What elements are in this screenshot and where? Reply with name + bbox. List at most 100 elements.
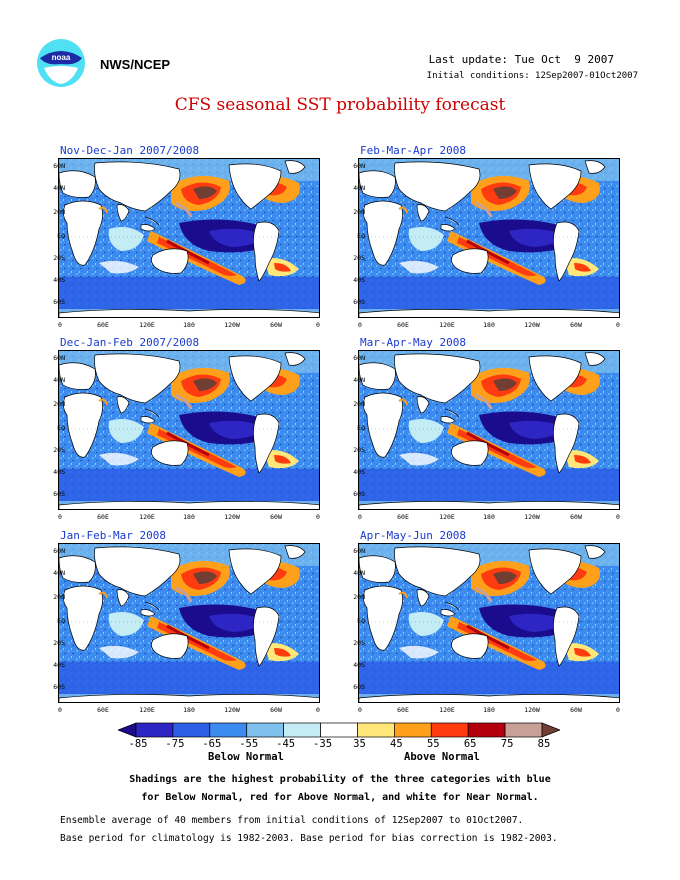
lat-tick-label: 60N [53, 162, 65, 170]
lat-tick-label: 60S [353, 490, 365, 498]
below-normal-label: Below Normal [208, 751, 284, 763]
colorbar-segment [118, 722, 137, 738]
colorbar-tick-label: -65 [202, 738, 222, 750]
lon-tick-label: 120E [439, 706, 455, 714]
lon-tick-label: 0 [616, 321, 620, 329]
lon-tick-label: 0 [316, 513, 320, 521]
lon-tick-label: 0 [58, 706, 62, 714]
panel-title: Mar-Apr-May 2008 [360, 336, 466, 349]
lon-tick-label: 180 [483, 513, 495, 521]
lon-tick-label: 120W [224, 706, 240, 714]
lon-tick-label: 60E [97, 706, 109, 714]
lat-tick-label: 20S [53, 254, 65, 262]
page-title: CFS seasonal SST probability forecast [174, 95, 506, 115]
lon-tick-label: 60W [570, 706, 582, 714]
lat-tick-label: 60N [353, 162, 365, 170]
lon-tick-label: 60W [570, 513, 582, 521]
lat-tick-label: 20S [53, 446, 65, 454]
lon-tick-label: 0 [58, 321, 62, 329]
lat-tick-label: 60N [353, 354, 365, 362]
panel-title: Nov-Dec-Jan 2007/2008 [60, 144, 200, 157]
lat-tick-label: 60N [353, 547, 365, 555]
colorbar-tick-label: 45 [390, 738, 403, 750]
panel-title: Feb-Mar-Apr 2008 [360, 144, 466, 157]
colorbar-segment [394, 722, 432, 738]
sst-map [358, 158, 620, 318]
colorbar-tick-label: -45 [276, 738, 296, 750]
lon-tick-label: 120E [139, 706, 155, 714]
lon-tick-label: 120E [439, 513, 455, 521]
sst-map [58, 543, 320, 703]
colorbar-tick-label: 55 [426, 738, 440, 750]
lon-tick-label: 0 [616, 513, 620, 521]
sst-map [58, 350, 320, 510]
lon-tick-label: 60E [397, 706, 409, 714]
org-name: NWS/NCEP [100, 57, 171, 72]
lon-tick-label: 120W [224, 513, 240, 521]
lon-tick-label: 120W [524, 321, 540, 329]
noaa-logo: noaa [37, 39, 85, 87]
climatology-note: Base period for climatology is 1982-2003… [60, 833, 558, 844]
lon-tick-label: 0 [316, 321, 320, 329]
lon-tick-label: 180 [183, 706, 195, 714]
lat-tick-label: 20S [353, 254, 365, 262]
lat-tick-label: 40N [353, 184, 365, 192]
lat-tick-label: EQ [57, 424, 65, 432]
lat-tick-label: 60S [53, 683, 65, 691]
lon-tick-label: 180 [183, 321, 195, 329]
colorbar-segment [283, 722, 321, 738]
colorbar-segment [246, 722, 284, 738]
lat-tick-label: EQ [57, 617, 65, 625]
lon-tick-label: 60W [270, 706, 282, 714]
colorbar-segment [467, 722, 506, 738]
colorbar-segment [541, 722, 560, 738]
lon-tick-label: 0 [358, 513, 362, 521]
lat-tick-label: EQ [357, 424, 365, 432]
colorbar-segment [430, 722, 469, 738]
colorbar-tick-label: 35 [353, 738, 366, 750]
lon-tick-label: 180 [483, 706, 495, 714]
lat-tick-label: EQ [357, 232, 365, 240]
note-line: Shadings are the highest probability of … [129, 774, 551, 785]
panel-title: Jan-Feb-Mar 2008 [60, 529, 166, 542]
colorbar-segment [135, 722, 174, 738]
colorbar-tick-label: 75 [500, 738, 514, 750]
lon-tick-label: 60W [270, 321, 282, 329]
lon-tick-label: 180 [183, 513, 195, 521]
lat-tick-label: 60S [353, 298, 365, 306]
lat-tick-label: 20N [53, 400, 65, 408]
lat-tick-label: 40N [53, 569, 65, 577]
lat-tick-label: 40S [353, 468, 365, 476]
colorbar-tick-label: -35 [313, 738, 333, 750]
lat-tick-label: 60N [53, 354, 65, 362]
lon-tick-label: 120W [524, 513, 540, 521]
lat-tick-label: 20N [53, 208, 65, 216]
lon-tick-label: 60W [270, 513, 282, 521]
lat-tick-label: 40S [53, 468, 65, 476]
lon-tick-label: 60W [570, 321, 582, 329]
lat-tick-label: 40S [53, 276, 65, 284]
panel-title: Apr-May-Jun 2008 [360, 529, 466, 542]
colorbar-segment [320, 722, 358, 738]
lat-tick-label: 40N [353, 376, 365, 384]
lon-tick-label: 120W [224, 321, 240, 329]
noaa-logo-text: noaa [52, 53, 71, 62]
lat-tick-label: 40N [353, 569, 365, 577]
lon-tick-label: 0 [58, 513, 62, 521]
colorbar-segment [209, 722, 248, 738]
panel-title: Dec-Jan-Feb 2007/2008 [60, 336, 200, 349]
lat-tick-label: 20N [53, 593, 65, 601]
initial-conditions: Initial conditions: 12Sep2007-01Oct2007 [426, 71, 638, 81]
colorbar-tick-label: -55 [239, 738, 259, 750]
lat-tick-label: 60S [53, 490, 65, 498]
lon-tick-label: 0 [316, 706, 320, 714]
lat-tick-label: EQ [357, 617, 365, 625]
sst-map [358, 543, 620, 703]
last-update: Last update: Tue Oct 9 2007 [428, 53, 614, 66]
lon-tick-label: 180 [483, 321, 495, 329]
lon-tick-label: 60E [97, 513, 109, 521]
colorbar-tick-label: -75 [165, 738, 185, 750]
colorbar-tick-label: 65 [463, 738, 477, 750]
colorbar-segment [504, 722, 543, 738]
sst-map [358, 350, 620, 510]
